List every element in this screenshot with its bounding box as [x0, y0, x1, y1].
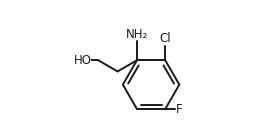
Text: NH₂: NH₂ [126, 28, 148, 41]
Text: HO: HO [74, 54, 92, 67]
Text: F: F [176, 103, 183, 116]
Text: Cl: Cl [159, 32, 171, 45]
